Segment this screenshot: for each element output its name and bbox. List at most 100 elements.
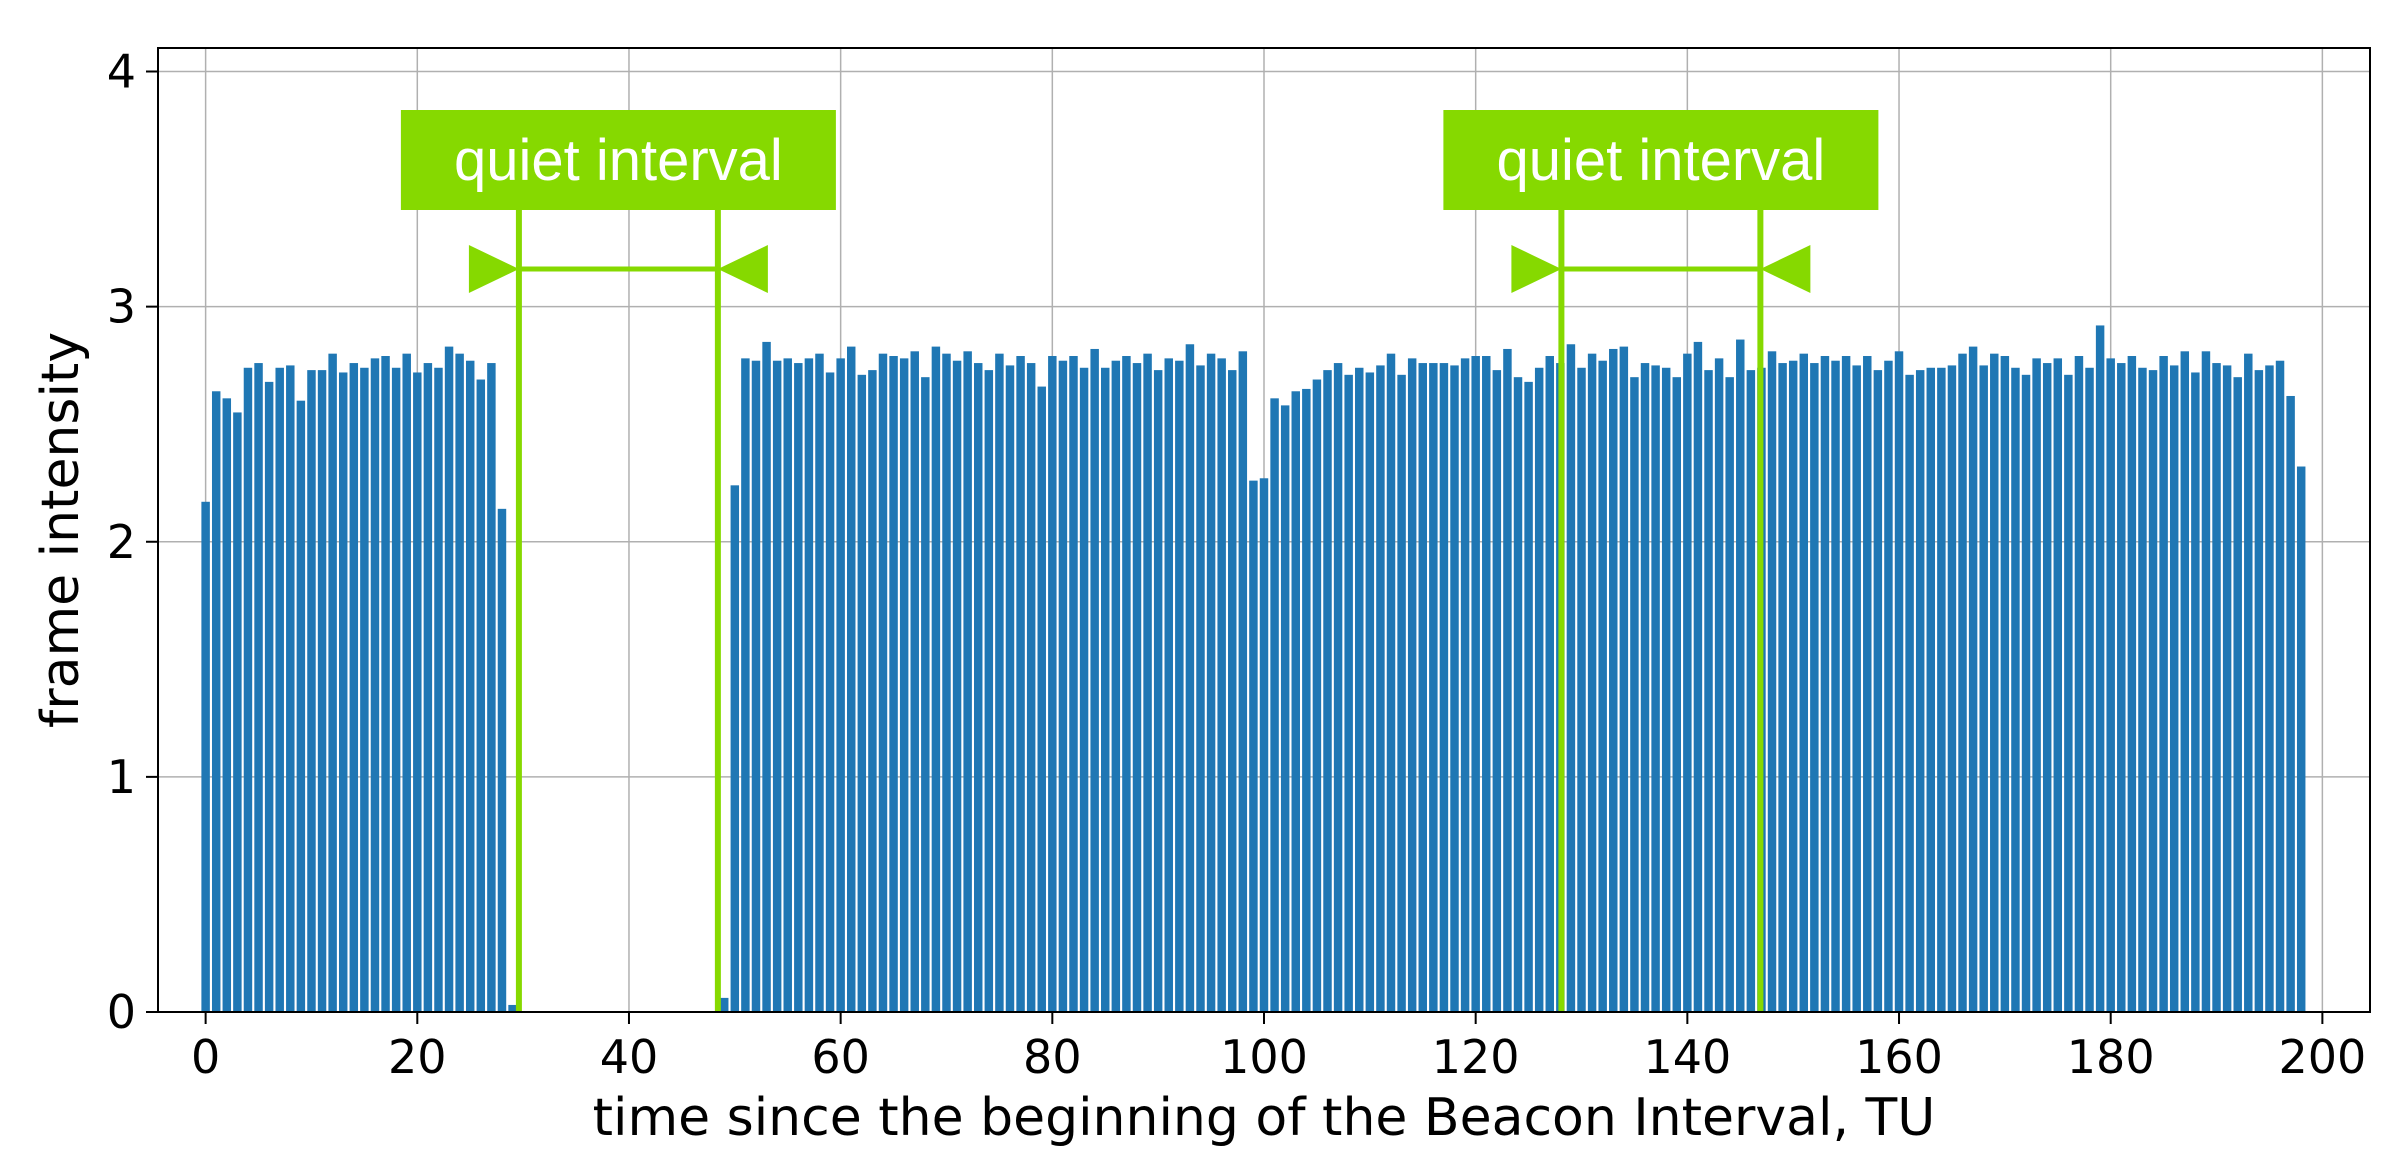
bar: [317, 370, 327, 1012]
bar: [1799, 353, 1809, 1012]
bar: [984, 370, 994, 1012]
bar: [508, 1004, 517, 1012]
bar: [1640, 363, 1650, 1012]
bar: [1725, 377, 1734, 1012]
bar: [1492, 370, 1502, 1012]
bar: [1503, 348, 1512, 1013]
arrow-left-icon: [1760, 245, 1811, 294]
bar: [1873, 370, 1883, 1012]
bar-series: [201, 325, 2306, 1013]
bar: [942, 353, 951, 1012]
arrow-right-icon: [468, 245, 519, 294]
x-tick-label: 120: [1432, 1030, 1520, 1084]
bar: [762, 341, 771, 1012]
bar: [264, 381, 274, 1012]
bar: [1778, 363, 1787, 1012]
quiet-interval-annotation: quiet interval: [1443, 110, 1879, 1012]
y-tick-label: 2: [107, 515, 136, 569]
bar: [1259, 478, 1269, 1012]
bar: [1746, 370, 1756, 1012]
bar: [1122, 356, 1131, 1012]
bar: [2127, 356, 2137, 1012]
bar: [338, 372, 348, 1013]
bar: [1079, 367, 1089, 1012]
bar: [2011, 367, 2020, 1012]
bar: [1704, 370, 1713, 1012]
bar: [794, 363, 803, 1012]
bar: [1661, 367, 1671, 1012]
x-tick-label: 20: [388, 1030, 447, 1084]
bar: [1831, 360, 1840, 1013]
bar: [1175, 360, 1184, 1013]
bar: [1037, 386, 1046, 1012]
bar: [1609, 348, 1618, 1013]
bar: [772, 360, 782, 1013]
bar: [275, 367, 284, 1012]
bar: [328, 353, 337, 1012]
bar: [1513, 377, 1523, 1012]
bar: [1788, 360, 1798, 1013]
bar: [1323, 370, 1332, 1012]
bar: [1545, 356, 1554, 1012]
bar: [2159, 356, 2168, 1012]
bar: [1736, 339, 1745, 1012]
bar: [1302, 388, 1311, 1012]
bar: [2053, 358, 2063, 1012]
bar: [2201, 351, 2211, 1012]
bar: [2275, 360, 2285, 1013]
bar: [2021, 374, 2031, 1012]
bar: [455, 353, 464, 1012]
bar: [391, 367, 401, 1012]
annotation-label: quiet interval: [1496, 128, 1825, 193]
bar: [2169, 365, 2179, 1012]
bar: [434, 367, 443, 1012]
bar: [1407, 358, 1417, 1012]
bar: [2042, 363, 2052, 1012]
bar: [741, 358, 750, 1012]
bar: [211, 391, 221, 1012]
bar: [804, 358, 814, 1012]
bar: [1619, 346, 1629, 1013]
bar: [1058, 360, 1068, 1013]
x-axis-label: time since the beginning of the Beacon I…: [593, 1088, 1936, 1148]
bar: [402, 353, 411, 1012]
bar: [1630, 377, 1639, 1012]
bar: [1693, 341, 1703, 1012]
bar: [825, 372, 835, 1013]
bar: [1365, 372, 1375, 1013]
bar: [360, 367, 369, 1012]
bar: [243, 367, 253, 1012]
bar: [2148, 370, 2158, 1012]
bar: [413, 372, 422, 1013]
bar: [1587, 353, 1597, 1012]
bar: [233, 412, 242, 1012]
bar: [2138, 367, 2147, 1012]
x-tick-label: 60: [811, 1030, 870, 1084]
bar: [286, 365, 295, 1012]
bar: [2095, 325, 2105, 1012]
x-tick-label: 200: [2278, 1030, 2366, 1084]
bar: [2222, 365, 2232, 1012]
bar: [2106, 358, 2115, 1012]
quiet-interval-annotation: quiet interval: [400, 110, 836, 1012]
x-tick-label: 140: [1643, 1030, 1731, 1084]
bar: [1841, 356, 1851, 1012]
bar: [1820, 356, 1830, 1012]
bar: [1566, 344, 1576, 1012]
bar: [1164, 358, 1173, 1012]
x-tick-label: 160: [1855, 1030, 1943, 1084]
bar: [1524, 381, 1533, 1012]
bar: [868, 370, 877, 1012]
bar: [1672, 377, 1681, 1012]
bar: [296, 400, 306, 1012]
bar: [730, 485, 740, 1012]
bar: [1598, 360, 1607, 1013]
bar: [719, 997, 729, 1012]
bar: [487, 363, 496, 1012]
bar: [1026, 363, 1036, 1012]
bar: [1270, 398, 1279, 1013]
y-axis-label: frame intensity: [31, 332, 91, 728]
quiet-interval-annotations: quiet interval quiet interval: [400, 110, 1879, 1012]
x-tick-label: 40: [600, 1030, 659, 1084]
bar: [1937, 367, 1946, 1012]
